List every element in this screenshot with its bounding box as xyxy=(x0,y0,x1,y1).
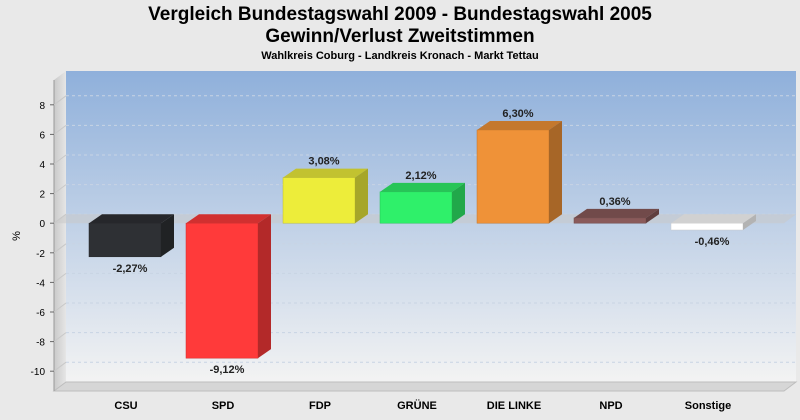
data-label: 3,08% xyxy=(308,156,339,168)
gridline-side xyxy=(53,184,67,195)
x-tick-label: SPD xyxy=(212,400,235,412)
chart-subsubtitle: Wahlkreis Coburg - Landkreis Kronach - M… xyxy=(261,50,539,62)
chart-title: Vergleich Bundestagswahl 2009 - Bundesta… xyxy=(148,4,652,25)
y-tick-label: -8 xyxy=(36,338,45,349)
bar-top xyxy=(671,214,756,224)
bar-spd xyxy=(185,214,271,359)
bar-side xyxy=(646,208,659,224)
y-tick-label: 4 xyxy=(39,160,45,171)
bar-front xyxy=(379,191,453,224)
data-label: -0,46% xyxy=(695,236,730,248)
y-tick-label: -6 xyxy=(36,308,45,319)
chart-title-block: Vergleich Bundestagswahl 2009 - Bundesta… xyxy=(0,4,800,63)
bar-side xyxy=(258,214,271,359)
bar-csu xyxy=(88,214,174,258)
x-tick-label: GRÜNE xyxy=(397,399,437,412)
data-label: 0,36% xyxy=(599,196,630,208)
data-label: 2,12% xyxy=(405,170,436,182)
y-tick-label: 0 xyxy=(39,219,45,230)
plot-floor xyxy=(52,381,798,392)
data-label: -9,12% xyxy=(210,364,245,376)
data-label: 6,30% xyxy=(502,108,533,120)
gridline-side xyxy=(53,361,67,372)
bar-side xyxy=(452,182,465,224)
gridline-side xyxy=(53,272,67,283)
x-tick-label: DIE LINKE xyxy=(487,400,541,412)
bar-side xyxy=(549,120,562,224)
plot-side-wall xyxy=(54,71,66,391)
bar-sonstige xyxy=(670,214,756,231)
bar-front xyxy=(282,177,356,224)
y-tick-label: 2 xyxy=(39,190,45,201)
bar-front xyxy=(573,217,647,224)
x-tick-label: NPD xyxy=(599,400,622,412)
y-tick-label: 6 xyxy=(39,130,45,141)
gridline-side xyxy=(53,154,67,165)
y-axis-label: % xyxy=(11,231,23,241)
gridline-side xyxy=(53,332,67,343)
y-tick-label: 8 xyxy=(39,101,45,112)
bar-top xyxy=(186,214,271,224)
bar-front xyxy=(670,222,744,231)
bar-die-linke xyxy=(476,120,562,224)
bar-top xyxy=(283,168,368,178)
bar-top xyxy=(477,120,562,130)
bar-side xyxy=(743,214,756,231)
bar-front xyxy=(185,222,259,359)
bar-front xyxy=(476,129,550,224)
x-tick-label: FDP xyxy=(309,400,331,412)
y-tick-label: -2 xyxy=(36,249,45,260)
gridline-side xyxy=(53,95,67,106)
bar-fdp xyxy=(282,168,368,224)
y-tick-label: -10 xyxy=(31,367,46,378)
bar-front xyxy=(88,222,162,258)
bar-side xyxy=(355,168,368,224)
x-tick-label: Sonstige xyxy=(685,400,731,412)
bar-top xyxy=(574,208,659,218)
data-label: -2,27% xyxy=(113,263,148,275)
gridline-side xyxy=(53,243,67,254)
y-tick-label: -4 xyxy=(36,278,45,289)
bar-side xyxy=(161,214,174,257)
chart-subtitle: Gewinn/Verlust Zweitstimmen xyxy=(265,26,535,47)
x-tick-label: CSU xyxy=(114,400,137,412)
gridline-side xyxy=(53,125,67,135)
bar-gr-ne xyxy=(379,182,465,224)
bar-npd xyxy=(573,208,659,224)
bar-top xyxy=(89,214,174,224)
gridline-side xyxy=(53,302,67,313)
bar-top xyxy=(380,182,465,192)
